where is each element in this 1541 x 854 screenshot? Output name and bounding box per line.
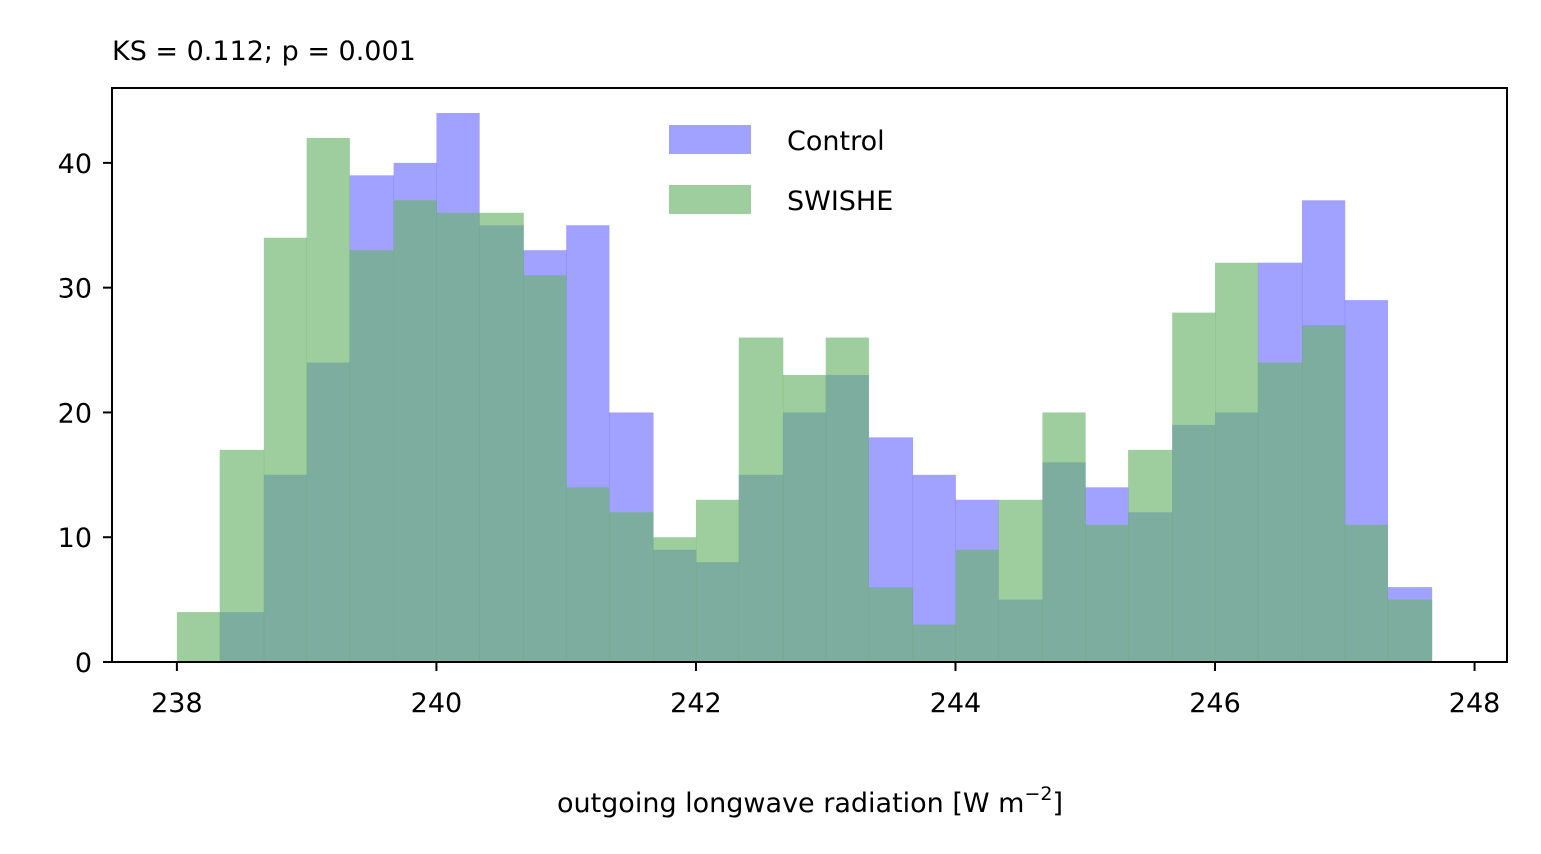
bar-swishe-22 (1128, 449, 1173, 662)
legend-swatch-control (669, 125, 751, 154)
y-tick-label-0: 0 (75, 648, 92, 679)
bar-swishe-0 (176, 612, 221, 662)
bar-swishe-5 (393, 200, 437, 662)
x-tick-label-240: 240 (411, 688, 463, 719)
x-tick-label-242: 242 (670, 688, 722, 719)
legend-label-swishe: SWISHE (787, 186, 893, 217)
bar-swishe-8 (523, 275, 567, 662)
legend-label-control: Control (787, 126, 885, 157)
legend: Control SWISHE (669, 125, 893, 217)
x-tick-label-248: 248 (1449, 688, 1501, 719)
bar-swishe-11 (653, 537, 697, 662)
bar-swishe-16 (868, 587, 914, 662)
y-tick-label-20: 20 (58, 398, 92, 429)
x-axis-ticks: 238 240 242 244 246 248 (151, 662, 1500, 719)
bar-swishe-12 (695, 499, 740, 662)
bar-swishe-3 (306, 137, 350, 663)
y-tick-label-10: 10 (58, 523, 92, 554)
bar-swishe-1 (219, 449, 265, 662)
x-axis-label-main: outgoing longwave radiation [W m (557, 788, 1025, 819)
y-tick-label-30: 30 (58, 274, 92, 305)
legend-swatch-swishe (669, 185, 751, 214)
bar-swishe-9 (566, 487, 610, 662)
bar-swishe-26 (1301, 325, 1346, 662)
x-tick-label-246: 246 (1189, 688, 1241, 719)
bar-swishe-10 (609, 512, 654, 662)
x-tick-label-238: 238 (151, 688, 203, 719)
bar-swishe-24 (1215, 262, 1259, 662)
bar-swishe-23 (1172, 312, 1216, 662)
chart-title: KS = 0.112; p = 0.001 (112, 36, 416, 67)
bar-swishe-18 (955, 549, 999, 662)
x-axis-label-exponent: −2 (1024, 783, 1052, 805)
bar-swishe-25 (1257, 362, 1303, 662)
bar-swishe-20 (1042, 412, 1086, 662)
bar-swishe-14 (782, 375, 827, 662)
bar-swishe-27 (1344, 524, 1389, 662)
bar-swishe-13 (738, 337, 784, 662)
bar-swishe-17 (912, 624, 956, 662)
x-axis-label: outgoing longwave radiation [W m−2] (557, 783, 1063, 819)
bar-swishe-21 (1085, 524, 1129, 662)
bar-swishe-2 (263, 237, 308, 662)
bar-swishe-15 (825, 337, 869, 662)
bar-swishe-4 (349, 250, 394, 662)
bar-swishe-7 (479, 212, 524, 663)
bar-swishe-6 (436, 212, 480, 663)
histogram-bars (176, 112, 1433, 663)
y-axis-ticks: 0 10 20 30 40 (58, 149, 112, 679)
x-tick-label-244: 244 (930, 688, 982, 719)
bar-swishe-28 (1387, 599, 1433, 662)
y-tick-label-40: 40 (58, 149, 92, 180)
x-axis-label-end: ] (1053, 788, 1064, 819)
bar-swishe-19 (998, 499, 1043, 662)
plot-frame (111, 87, 1508, 663)
